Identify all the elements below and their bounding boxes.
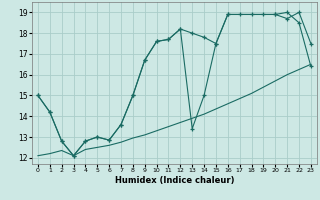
X-axis label: Humidex (Indice chaleur): Humidex (Indice chaleur) — [115, 176, 234, 185]
